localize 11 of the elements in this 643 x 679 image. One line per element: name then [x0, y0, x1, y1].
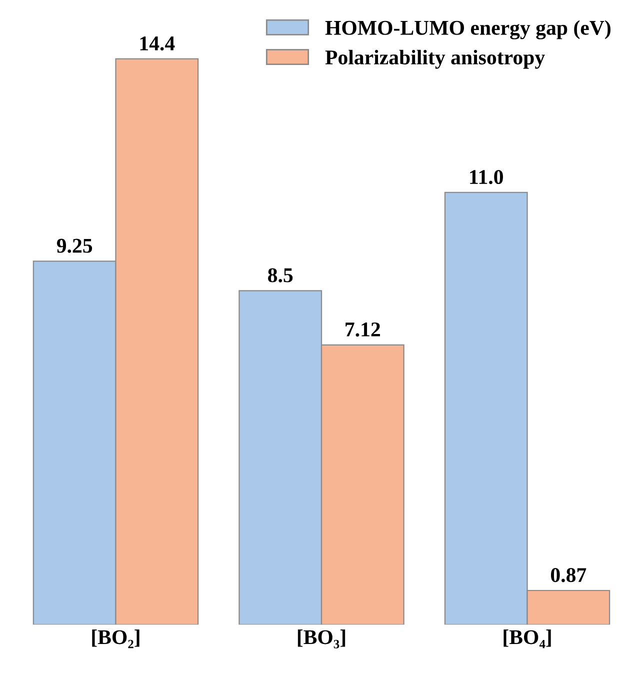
data-label: 11.0 — [470, 170, 503, 184]
x-tick-label: [BO₃] — [298, 630, 346, 648]
x-tick-label: [BO₂] — [92, 630, 140, 648]
data-label: 14.4 — [140, 36, 175, 51]
legend-label: Polarizability anisotropy — [325, 50, 545, 69]
x-tick-label: [BO₄] — [504, 630, 551, 648]
data-label: 7.12 — [346, 322, 380, 337]
data-label: 0.87 — [550, 568, 586, 582]
data-label: 8.5 — [268, 268, 293, 282]
legend-label: HOMO-LUMO energy gap (eV) — [325, 20, 610, 40]
data-label: 9.25 — [56, 238, 92, 253]
